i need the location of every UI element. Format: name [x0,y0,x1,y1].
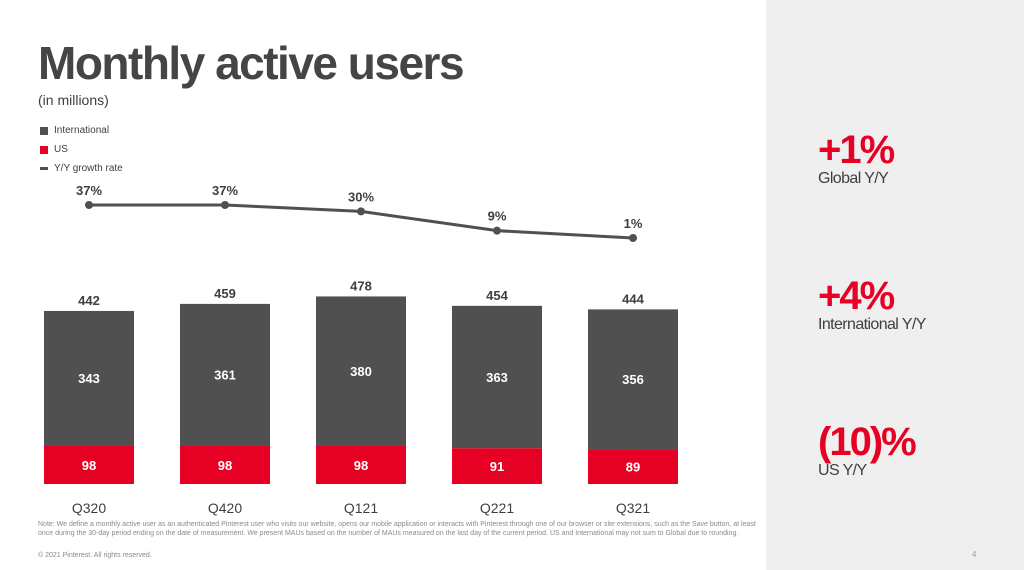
growth-rate-label: 1% [624,216,643,231]
bar-us [44,445,134,484]
legend-item-growth: Y/Y growth rate [40,159,123,178]
data-label-total: 459 [214,286,236,301]
stats-panel [766,0,1024,570]
x-tick-label: Q321 [616,500,650,516]
data-label-international: 363 [486,370,508,385]
footnote: Note: We define a monthly active user as… [38,521,756,537]
data-label-international: 356 [622,372,644,387]
chart-panel: Monthly active users (in millions) Inter… [38,37,756,559]
growth-rate-label: 9% [488,209,507,224]
data-label-total: 454 [486,288,508,303]
bar-us [316,445,406,484]
stat-us-label: US Y/Y [818,462,867,479]
data-label-us: 89 [626,460,640,475]
data-label-us: 98 [82,458,96,473]
legend-label-us: US [54,144,68,155]
x-tick-label: Q320 [72,500,106,516]
data-label-international: 343 [78,371,100,386]
stat-global-value: +1% [818,128,895,172]
stat-global: +1% Global Y/Y [818,128,895,188]
x-tick-label: Q420 [208,500,242,516]
legend-item-international: International [40,121,123,140]
bar-us [180,445,270,484]
data-label-total: 478 [350,278,372,293]
bar-international [44,310,134,446]
copyright: © 2021 Pinterest. All rights reserved. [38,552,152,559]
page-subtitle: (in millions) [38,92,109,108]
bar-us [588,449,678,484]
legend-label-growth: Y/Y growth rate [54,163,123,174]
stat-international: +4% International Y/Y [818,276,926,334]
stat-global-label: Global Y/Y [818,170,889,187]
stat-international-value: +4% [818,274,895,318]
chart-legend: International US Y/Y growth rate [40,121,123,178]
legend-swatch-growth [40,167,48,170]
growth-rate-point [493,226,501,235]
growth-rate-point [85,201,93,209]
growth-rate-point [357,207,365,216]
legend-label-international: International [54,125,110,136]
legend-swatch-international [40,126,48,135]
bar-international [452,305,542,449]
data-label-total: 444 [622,291,644,306]
page-title: Monthly active users [38,37,465,89]
bar-us [452,448,542,484]
x-tick-label: Q121 [344,500,378,516]
bar-international [316,296,406,446]
data-label-us: 98 [218,458,232,473]
legend-item-us: US [40,140,123,159]
data-label-us: 91 [490,459,504,474]
stat-us: (10)% US Y/Y [818,420,917,480]
bar-international [588,309,678,450]
growth-rate-label: 30% [348,189,374,204]
data-label-total: 442 [78,293,100,308]
data-label-us: 98 [354,458,368,473]
bar-international [180,303,270,446]
legend-swatch-us [40,145,48,154]
stat-us-value: (10)% [818,420,917,464]
data-label-international: 380 [350,364,372,379]
data-label-international: 361 [214,368,236,383]
growth-rate-point [221,201,229,209]
stat-international-label: International Y/Y [818,316,926,333]
growth-rate-label: 37% [76,183,102,198]
page-number: 4 [972,550,977,559]
mau-chart: 343 98 442 Q320 361 98 459 Q420 380 98 478 Q121 363 9… [44,183,678,516]
growth-rate-label: 37% [212,183,238,198]
growth-rate-point [629,234,637,242]
x-tick-label: Q221 [480,500,514,516]
